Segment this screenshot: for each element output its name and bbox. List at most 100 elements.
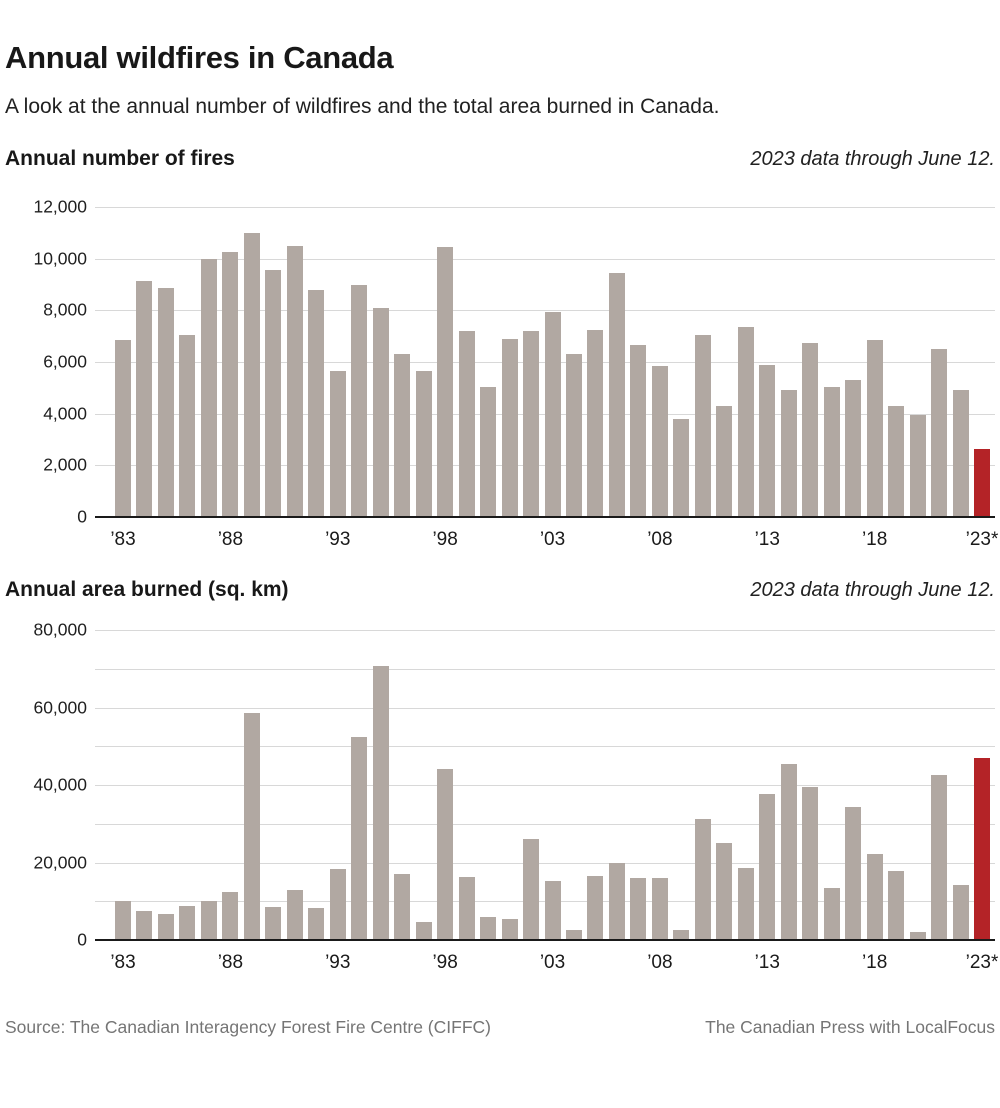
- area-y-axis: 0 20,000 40,000 60,000 80,000: [0, 620, 95, 950]
- x-axis-tick-label: ’93: [325, 529, 351, 550]
- x-axis-tick-label: ’08: [647, 952, 673, 973]
- x-axis-tick-label: ’23*: [965, 952, 999, 973]
- bar: [157, 914, 174, 940]
- bar: [845, 807, 862, 940]
- bar: [780, 763, 797, 940]
- bar: [265, 906, 282, 940]
- bar: [694, 819, 711, 940]
- wildfire-infographic: Annual wildfires in Canada A look at the…: [0, 40, 1000, 1108]
- bar: [329, 371, 346, 517]
- x-axis-tick-label: ’23*: [965, 529, 999, 550]
- x-axis-line: [95, 939, 995, 941]
- bar: [200, 258, 217, 517]
- y-axis-tick-label: 0: [77, 506, 87, 527]
- bar-highlighted: [974, 757, 990, 940]
- bar: [286, 245, 303, 517]
- bar: [823, 386, 840, 517]
- x-axis-tick-label: ’83: [110, 952, 136, 973]
- gridline: [95, 862, 995, 864]
- bar: [780, 390, 797, 517]
- bar: [608, 863, 625, 940]
- bar: [737, 867, 754, 940]
- x-axis-tick-label: ’08: [647, 529, 673, 550]
- bar: [888, 870, 905, 940]
- bar: [802, 786, 819, 940]
- bar: [952, 390, 969, 517]
- y-axis-tick-label: 20,000: [33, 852, 87, 872]
- area-chart-section: Annual area burned (sq. km) 2023 data th…: [0, 578, 1000, 974]
- bar: [501, 338, 518, 517]
- bar: [501, 918, 518, 940]
- bar: [565, 930, 582, 940]
- area-chart-note: 2023 data through June 12.: [750, 579, 995, 601]
- bar: [630, 345, 647, 517]
- x-axis-tick-label: ’03: [539, 529, 566, 550]
- bar: [351, 284, 368, 517]
- fires-x-axis: ’83 ’88 ’93 ’98 ’03 ’08 ’13 ’18 ’23*: [95, 527, 998, 551]
- bar: [200, 900, 217, 940]
- bar: [931, 349, 948, 517]
- bar: [308, 289, 325, 517]
- bar: [888, 405, 905, 517]
- bar: [651, 365, 668, 517]
- bar: [243, 232, 260, 517]
- footer: Source: The Canadian Interagency Forest …: [5, 1017, 995, 1038]
- bar: [544, 311, 561, 517]
- bar: [394, 873, 411, 940]
- y-axis-tick-label: 8,000: [43, 299, 87, 320]
- bar: [437, 247, 454, 517]
- gridline: [95, 823, 995, 825]
- gridline: [95, 258, 995, 260]
- bar: [115, 340, 131, 517]
- bar: [437, 768, 454, 940]
- bar: [351, 737, 368, 940]
- bar: [630, 878, 647, 940]
- bar: [179, 334, 196, 517]
- bar: [673, 418, 690, 517]
- bar: [823, 888, 840, 940]
- bar: [415, 921, 432, 940]
- fires-chart-body: 0 2,000 4,000 6,000 8,000 10,000 12,000: [0, 197, 1000, 527]
- x-axis-tick-label: ’83: [110, 529, 136, 550]
- page-subtitle: A look at the annual number of wildfires…: [5, 95, 720, 118]
- y-axis-tick-label: 6,000: [43, 351, 87, 372]
- bar: [458, 331, 475, 517]
- fires-chart-section: Annual number of fires 2023 data through…: [0, 147, 1000, 551]
- fires-plot-area: [95, 207, 995, 518]
- x-axis-tick-label: ’88: [217, 529, 244, 550]
- fires-chart-title: Annual number of fires: [5, 147, 235, 170]
- bar: [759, 794, 776, 940]
- page-title: Annual wildfires in Canada: [5, 40, 394, 75]
- bar: [651, 878, 668, 940]
- x-axis-tick-label: ’13: [754, 952, 780, 973]
- bar: [694, 334, 711, 517]
- bar: [716, 842, 733, 940]
- x-axis-tick-label: ’98: [432, 952, 458, 973]
- x-axis-tick-label: ’88: [217, 952, 244, 973]
- fires-chart-note: 2023 data through June 12.: [750, 148, 995, 170]
- area-chart-title: Annual area burned (sq. km): [5, 578, 289, 601]
- bar: [179, 905, 196, 940]
- bar: [866, 340, 883, 517]
- bar: [480, 917, 497, 940]
- y-axis-tick-label: 80,000: [33, 619, 87, 640]
- bar: [115, 900, 131, 940]
- area-plot-area: [95, 630, 995, 941]
- fires-y-axis: 0 2,000 4,000 6,000 8,000 10,000 12,000: [0, 197, 95, 527]
- bar: [608, 272, 625, 517]
- bar: [394, 354, 411, 517]
- area-chart-body: 0 20,000 40,000 60,000 80,000: [0, 620, 1000, 950]
- bar: [222, 252, 239, 517]
- bar: [329, 869, 346, 940]
- bar: [458, 877, 475, 940]
- y-axis-tick-label: 12,000: [33, 196, 87, 217]
- y-axis-tick-label: 10,000: [33, 248, 87, 269]
- bar: [372, 307, 389, 517]
- bar: [716, 405, 733, 517]
- bar: [673, 929, 690, 940]
- source-text: Source: The Canadian Interagency Forest …: [5, 1017, 491, 1037]
- x-axis-tick-label: ’18: [861, 529, 888, 550]
- bar: [909, 414, 926, 517]
- x-axis-tick-label: ’98: [432, 529, 458, 550]
- x-axis-tick-label: ’93: [325, 952, 351, 973]
